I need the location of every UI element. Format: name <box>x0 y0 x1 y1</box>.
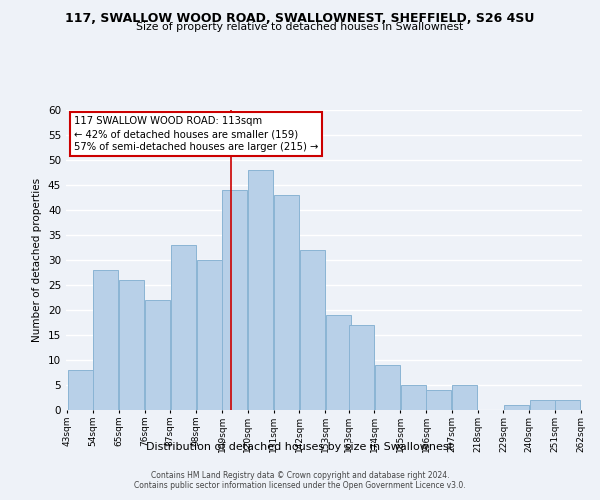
Bar <box>119 280 144 410</box>
Text: Size of property relative to detached houses in Swallownest: Size of property relative to detached ho… <box>136 22 464 32</box>
Bar <box>504 405 529 410</box>
Bar <box>401 385 425 410</box>
Bar <box>197 260 221 410</box>
Bar <box>274 195 299 410</box>
Text: Distribution of detached houses by size in Swallownest: Distribution of detached houses by size … <box>146 442 454 452</box>
Bar <box>68 370 92 410</box>
Bar <box>349 325 374 410</box>
Bar <box>427 390 451 410</box>
Text: 117, SWALLOW WOOD ROAD, SWALLOWNEST, SHEFFIELD, S26 4SU: 117, SWALLOW WOOD ROAD, SWALLOWNEST, SHE… <box>65 12 535 26</box>
Bar <box>94 270 118 410</box>
Bar <box>223 190 247 410</box>
Bar <box>530 400 554 410</box>
Text: 117 SWALLOW WOOD ROAD: 113sqm
← 42% of detached houses are smaller (159)
57% of : 117 SWALLOW WOOD ROAD: 113sqm ← 42% of d… <box>74 116 318 152</box>
Y-axis label: Number of detached properties: Number of detached properties <box>32 178 43 342</box>
Bar <box>556 400 580 410</box>
Bar <box>326 315 350 410</box>
Text: Contains public sector information licensed under the Open Government Licence v3: Contains public sector information licen… <box>134 482 466 490</box>
Text: Contains HM Land Registry data © Crown copyright and database right 2024.: Contains HM Land Registry data © Crown c… <box>151 472 449 480</box>
Bar <box>452 385 477 410</box>
Bar <box>375 365 400 410</box>
Bar <box>248 170 273 410</box>
Bar <box>300 250 325 410</box>
Bar <box>145 300 170 410</box>
Bar <box>171 245 196 410</box>
